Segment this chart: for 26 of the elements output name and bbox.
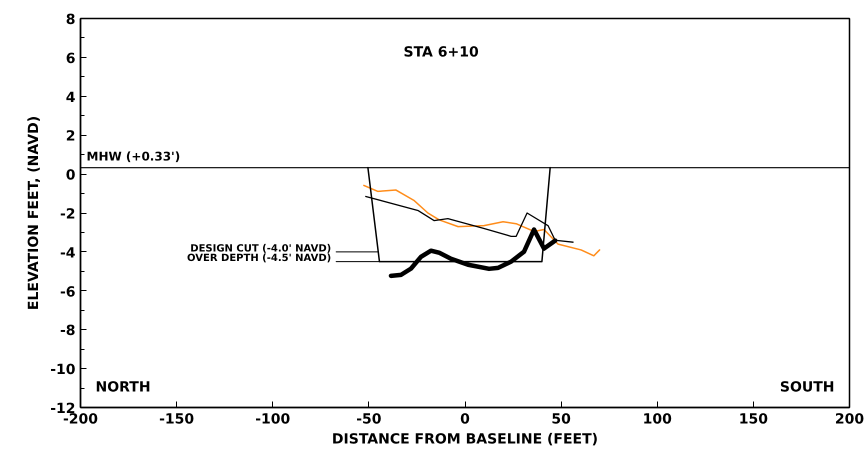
x-tick-label: 0	[460, 412, 470, 428]
annotation: DESIGN CUT (-4.0' NAVD)	[190, 243, 332, 254]
annotation: NORTH	[96, 380, 151, 396]
annotation: OVER DEPTH (-4.5' NAVD)	[187, 253, 332, 264]
x-tick-label: -150	[159, 412, 194, 428]
y-tick-label: -4	[60, 245, 76, 262]
text: STA 6+10	[403, 44, 479, 60]
x-axis-title: DISTANCE FROM BASELINE (FEET)	[332, 432, 598, 448]
y-axis-title: ELEVATION FEET, (NAVD)	[26, 116, 42, 310]
y-tick-label: 0	[66, 168, 76, 184]
y-tick-label: -10	[50, 362, 76, 378]
x-tick-label: 200	[834, 412, 864, 428]
y-tick-label: -2	[60, 206, 76, 222]
legend-label: MHW (+0.33')	[86, 150, 180, 164]
y-tick-label: 2	[66, 128, 76, 145]
annotation: SOUTH	[780, 380, 835, 396]
x-tick-label: 100	[642, 412, 672, 428]
x-tick-label: -50	[356, 412, 382, 428]
y-tick-label: 6	[66, 50, 76, 67]
y-tick-label: 8	[66, 12, 76, 28]
x-tick-label: 150	[738, 412, 768, 428]
x-tick-label: 50	[551, 412, 572, 428]
x-tick-label: -100	[255, 412, 291, 428]
y-tick-label: -6	[60, 284, 76, 300]
y-tick-label: 4	[66, 90, 76, 106]
y-tick-label: -8	[60, 323, 76, 340]
